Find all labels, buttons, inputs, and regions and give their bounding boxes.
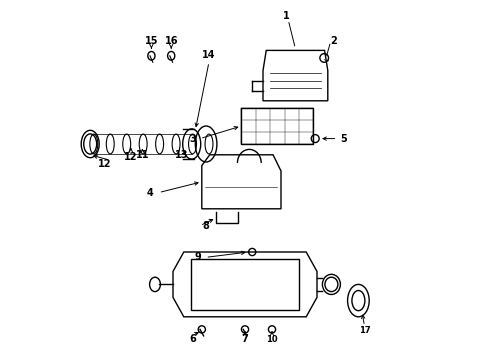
Text: 8: 8 — [202, 221, 209, 231]
Text: 4: 4 — [146, 188, 153, 198]
Text: 12: 12 — [98, 159, 111, 169]
Text: 17: 17 — [359, 326, 370, 335]
Text: 15: 15 — [145, 36, 158, 46]
Text: 5: 5 — [341, 134, 347, 144]
Text: 3: 3 — [190, 134, 196, 144]
Text: 9: 9 — [195, 252, 201, 262]
Text: 11: 11 — [136, 150, 149, 160]
Text: 16: 16 — [165, 36, 178, 46]
Text: 14: 14 — [202, 50, 216, 60]
Text: 12: 12 — [124, 152, 138, 162]
Text: 1: 1 — [283, 11, 290, 21]
Text: 7: 7 — [242, 334, 248, 344]
Text: 6: 6 — [190, 334, 196, 344]
Text: 13: 13 — [175, 150, 189, 160]
Bar — [242, 108, 314, 144]
Bar — [191, 259, 299, 310]
Text: 10: 10 — [266, 335, 278, 343]
Text: 2: 2 — [330, 36, 337, 46]
